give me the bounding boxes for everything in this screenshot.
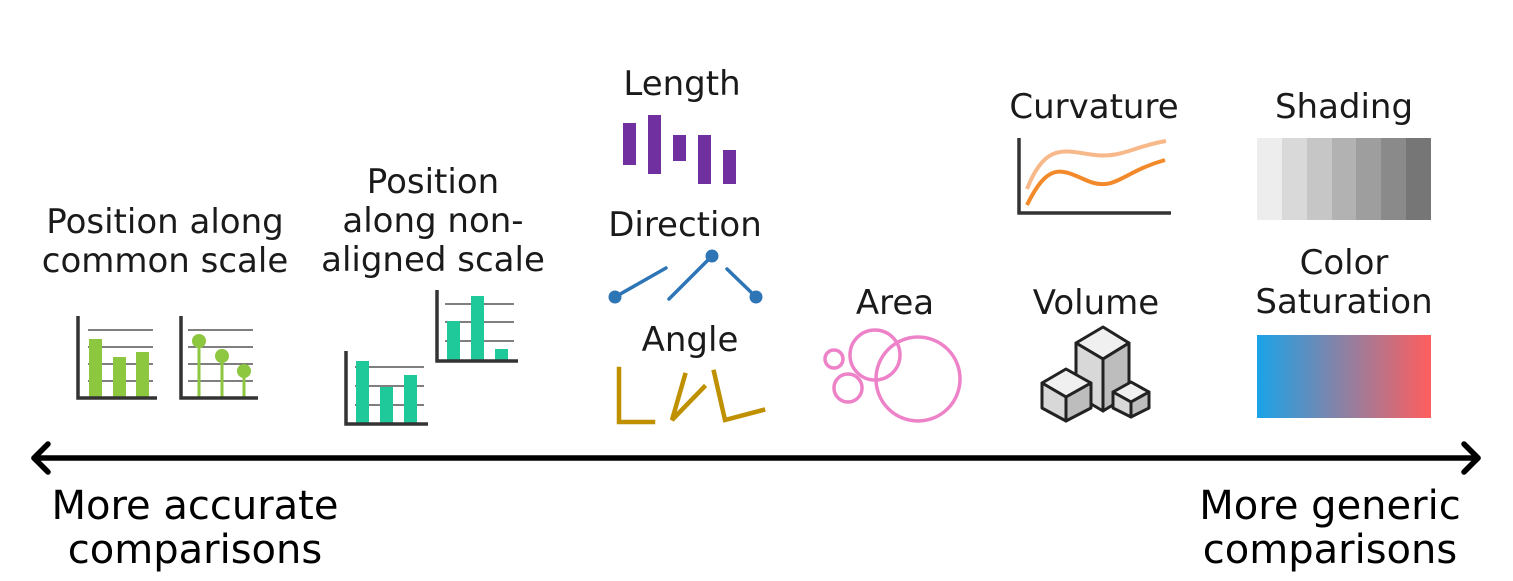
label-angle: Angle xyxy=(641,320,739,360)
angle-shapes-icon xyxy=(616,366,766,425)
common-scale-lollipop-chart-icon xyxy=(179,316,258,400)
shading-step xyxy=(1381,138,1407,220)
axis-label-more-generic: More generic comparisons xyxy=(1180,484,1480,572)
label-line: comparisons xyxy=(1202,527,1458,573)
label-line: Color xyxy=(1299,243,1389,283)
label-color-saturation: Color Saturation xyxy=(1244,244,1444,322)
direction-slopes-icon xyxy=(608,249,763,304)
label-line: More accurate xyxy=(51,483,339,529)
shading-step xyxy=(1356,138,1382,220)
shading-step xyxy=(1331,138,1357,220)
label-line: aligned scale xyxy=(321,240,545,280)
shading-step xyxy=(1281,138,1307,220)
label-shading: Shading xyxy=(1274,87,1414,127)
label-line: More generic xyxy=(1199,483,1461,529)
shading-step xyxy=(1257,138,1282,220)
accuracy-axis-arrow xyxy=(31,441,1481,475)
length-bars-icon xyxy=(623,115,736,184)
axis-label-more-accurate: More accurate comparisons xyxy=(45,484,345,572)
volume-cubes-icon xyxy=(1040,325,1151,423)
label-area: Area xyxy=(855,283,935,323)
label-length: Length xyxy=(623,64,741,104)
label-line: comparisons xyxy=(67,527,323,573)
nonaligned-lower-bar-chart-icon xyxy=(344,351,428,426)
label-direction: Direction xyxy=(608,205,762,245)
label-line: Position along xyxy=(46,202,284,242)
color-saturation-swatch xyxy=(1257,335,1431,418)
nonaligned-upper-bar-chart-icon xyxy=(435,290,518,363)
shading-step xyxy=(1306,138,1332,220)
label-line: common scale xyxy=(41,241,289,281)
common-scale-bar-chart-icon xyxy=(76,316,157,400)
curvature-lines-icon xyxy=(1017,138,1171,215)
shading-step xyxy=(1406,138,1432,220)
label-curvature: Curvature xyxy=(1009,87,1179,127)
area-circles-icon xyxy=(823,328,962,423)
label-position-common-scale: Position along common scale xyxy=(40,203,290,281)
label-line: Saturation xyxy=(1255,282,1433,322)
label-line: Position xyxy=(366,162,500,202)
label-position-nonaligned-scale: Position along non- aligned scale xyxy=(320,163,546,280)
shading-swatch xyxy=(1257,138,1432,220)
label-volume: Volume xyxy=(1032,283,1160,323)
label-line: along non- xyxy=(342,201,524,241)
